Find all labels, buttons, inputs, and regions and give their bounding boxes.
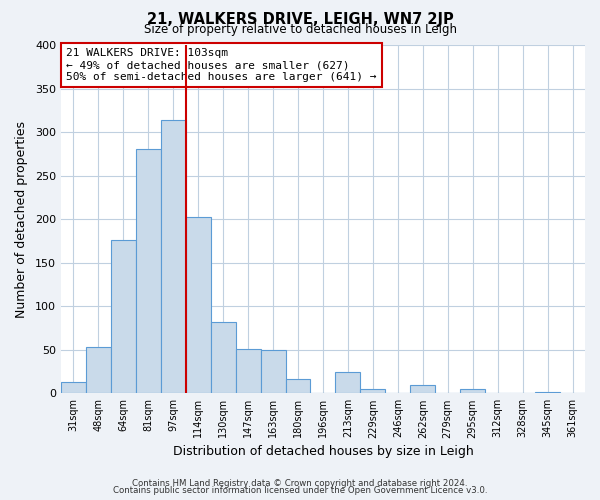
Bar: [236, 349, 260, 394]
Bar: [161, 120, 186, 394]
Bar: [86, 347, 111, 394]
Y-axis label: Number of detached properties: Number of detached properties: [15, 120, 28, 318]
Bar: [211, 322, 236, 394]
Bar: [410, 386, 435, 394]
Bar: [335, 372, 361, 394]
Bar: [535, 392, 560, 394]
Bar: [361, 389, 385, 394]
Text: Contains public sector information licensed under the Open Government Licence v3: Contains public sector information licen…: [113, 486, 487, 495]
Text: 21, WALKERS DRIVE, LEIGH, WN7 2JP: 21, WALKERS DRIVE, LEIGH, WN7 2JP: [146, 12, 454, 27]
Bar: [186, 216, 211, 394]
X-axis label: Distribution of detached houses by size in Leigh: Distribution of detached houses by size …: [173, 444, 473, 458]
Bar: [460, 389, 485, 394]
Text: Contains HM Land Registry data © Crown copyright and database right 2024.: Contains HM Land Registry data © Crown c…: [132, 478, 468, 488]
Bar: [111, 240, 136, 394]
Bar: [286, 380, 310, 394]
Text: 21 WALKERS DRIVE: 103sqm
← 49% of detached houses are smaller (627)
50% of semi-: 21 WALKERS DRIVE: 103sqm ← 49% of detach…: [66, 48, 377, 82]
Text: Size of property relative to detached houses in Leigh: Size of property relative to detached ho…: [143, 22, 457, 36]
Bar: [260, 350, 286, 394]
Bar: [61, 382, 86, 394]
Bar: [136, 150, 161, 394]
